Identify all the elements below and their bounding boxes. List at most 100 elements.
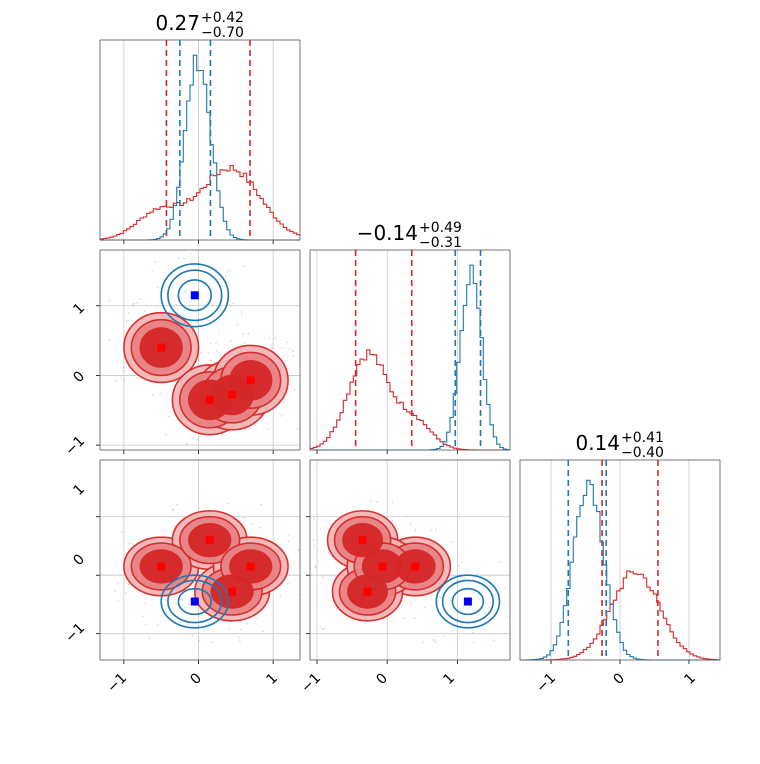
sample-dot <box>287 540 290 543</box>
ytick-label: −1 <box>62 433 88 459</box>
sample-dot <box>319 625 321 628</box>
panel-frame <box>99 39 301 241</box>
sample-dot <box>191 634 194 637</box>
sample-dot <box>187 603 190 605</box>
sample-dot <box>484 612 486 614</box>
sample-dot <box>245 428 247 431</box>
sample-dot <box>240 628 242 631</box>
sample-dot <box>156 624 159 627</box>
sample-dot <box>175 603 178 605</box>
panel-2d-p1-p2 <box>96 249 301 454</box>
panel-frame <box>519 459 721 661</box>
xtick-label: 0 <box>610 670 628 688</box>
sample-dot <box>115 379 118 382</box>
sample-dot <box>176 503 178 506</box>
xaxis-tick-labels-col2: −1 0 1 <box>298 670 458 696</box>
sample-dot <box>190 300 193 302</box>
truth-marker <box>378 562 387 571</box>
sample-dot <box>472 591 474 594</box>
truth-marker <box>358 536 367 545</box>
sample-dot <box>280 415 283 417</box>
sample-dot <box>179 598 182 601</box>
sample-dot <box>215 350 218 353</box>
sample-dot <box>230 340 233 342</box>
panel-2d-p1-p3 <box>96 459 301 664</box>
sample-dot <box>131 303 134 305</box>
sample-dot <box>260 503 262 506</box>
sample-dot <box>288 347 291 350</box>
xtick-label: 0 <box>373 670 391 688</box>
sample-dot <box>157 286 159 289</box>
sample-dot <box>352 505 355 508</box>
truth-marker <box>205 536 214 545</box>
title-p1-minus: −0.70 <box>201 25 244 41</box>
sample-dot <box>197 260 200 263</box>
sample-dot <box>151 394 154 397</box>
ytick-label: −1 <box>62 620 88 646</box>
sample-dot <box>181 598 183 600</box>
panel-frame <box>99 249 301 451</box>
truth-marker <box>463 597 472 606</box>
sample-dot <box>439 595 441 598</box>
sample-dot <box>196 438 198 441</box>
sample-dot <box>168 415 171 418</box>
sample-dot <box>297 549 300 551</box>
sample-dot <box>173 525 176 527</box>
sample-dot <box>108 339 111 341</box>
panel-hist-p3 <box>519 459 721 664</box>
sample-dot <box>433 640 436 642</box>
sample-dot <box>145 623 147 625</box>
sample-dot <box>395 524 398 527</box>
sample-dot <box>473 641 475 644</box>
sample-dot <box>183 315 185 318</box>
sample-dot <box>122 366 125 369</box>
sample-dot <box>232 302 234 305</box>
sample-dot <box>226 271 228 273</box>
sample-dot <box>440 597 443 599</box>
sample-dot <box>435 641 438 644</box>
sample-dot <box>198 639 201 642</box>
sample-dot <box>242 333 244 335</box>
sample-dot <box>236 324 239 326</box>
sample-dot <box>128 542 131 545</box>
sample-dot <box>410 602 412 605</box>
sample-dot <box>211 641 213 644</box>
sample-dot <box>159 392 162 395</box>
sample-dot <box>207 352 210 354</box>
xtick-label: 1 <box>681 670 699 688</box>
sample-dot <box>224 275 227 278</box>
sample-dot <box>483 628 485 630</box>
sample-dot <box>261 630 264 633</box>
sample-dot <box>397 527 399 530</box>
sample-dot <box>215 290 217 293</box>
sample-dot <box>488 606 491 609</box>
sample-dot <box>227 502 230 505</box>
sample-dot <box>313 518 316 520</box>
yaxis-tick-labels-row2: 1 0 −1 <box>62 481 88 646</box>
sample-dot <box>364 622 367 625</box>
panel-2d-p2-p3 <box>306 459 511 664</box>
sample-dot <box>286 341 289 344</box>
sample-dot <box>221 433 223 436</box>
sample-dot <box>114 590 116 592</box>
truth-marker <box>228 587 237 596</box>
sample-dot <box>210 342 212 345</box>
ytick-label: 1 <box>70 481 88 499</box>
sample-dot <box>143 310 146 312</box>
sample-dot <box>466 569 468 571</box>
sample-dot <box>206 318 209 321</box>
sample-dot <box>200 351 202 354</box>
xtick-label: −1 <box>298 670 324 696</box>
truth-marker <box>190 291 199 300</box>
sample-dot <box>200 570 202 572</box>
title-p3-minus: −0.40 <box>621 445 664 461</box>
xaxis-tick-labels-col1: −1 0 1 <box>104 670 281 696</box>
ytick-label: 0 <box>70 368 88 386</box>
sample-dot <box>175 303 177 306</box>
xtick-label: −1 <box>104 670 130 696</box>
sample-dot <box>478 598 481 601</box>
title-p3-plus: +0.41 <box>621 430 664 446</box>
sample-dot <box>403 617 405 620</box>
sample-dot <box>460 561 463 564</box>
sample-dot <box>185 443 188 445</box>
